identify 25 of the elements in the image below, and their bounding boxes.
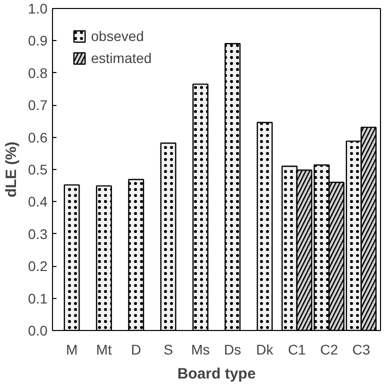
y-tick-label: 0.2 bbox=[28, 258, 48, 274]
x-axis-title: Board type bbox=[177, 366, 256, 382]
x-tick-label: Dk bbox=[256, 342, 274, 358]
x-tick-label: S bbox=[164, 342, 173, 358]
y-tick-label: 0.0 bbox=[28, 322, 48, 338]
y-tick-label: 1.0 bbox=[28, 0, 48, 16]
y-tick-label: 0.3 bbox=[28, 226, 48, 242]
x-tick-label: M bbox=[66, 342, 78, 358]
y-tick-label: 0.1 bbox=[28, 290, 48, 306]
y-tick-label: 0.4 bbox=[28, 194, 48, 210]
x-tick-label: C3 bbox=[352, 342, 370, 358]
x-tick-label: D bbox=[131, 342, 142, 358]
y-tick-label: 0.6 bbox=[28, 129, 48, 146]
x-tick-label: C2 bbox=[320, 342, 338, 358]
x-tick-label: Ds bbox=[224, 342, 242, 358]
y-axis-title: dLE (%) bbox=[3, 142, 20, 198]
y-tick-label: 0.9 bbox=[28, 32, 48, 49]
y-tick-label: 0.8 bbox=[28, 64, 48, 81]
legend-label: estimated bbox=[91, 50, 152, 66]
x-tick-label: Mt bbox=[96, 342, 112, 358]
y-tick-label: 0.5 bbox=[28, 162, 48, 178]
x-tick-label: C1 bbox=[288, 342, 306, 358]
y-tick-label: 0.7 bbox=[28, 97, 48, 114]
x-tick-label: Ms bbox=[191, 342, 210, 358]
legend-label: obseved bbox=[91, 28, 144, 44]
